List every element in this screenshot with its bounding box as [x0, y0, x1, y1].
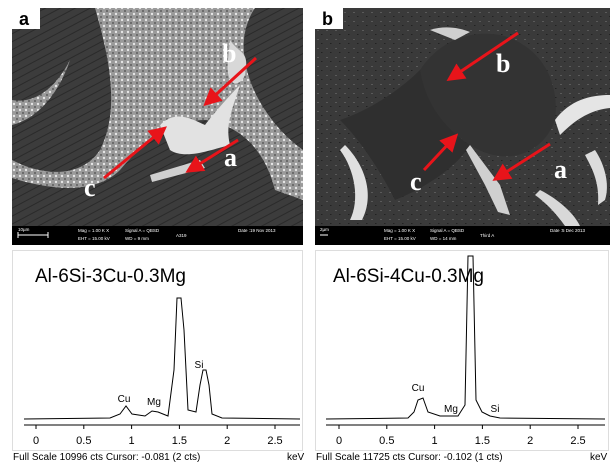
arrow: [446, 31, 519, 82]
spectrum-title: Al-6Si-3Cu-0.3Mg: [35, 266, 186, 287]
peak-label: Cu: [118, 394, 131, 405]
sem-image-a: [12, 8, 303, 245]
peak-label: Mg: [444, 404, 458, 415]
scale-text: 10µm: [18, 227, 30, 232]
arrow-label: a: [224, 143, 237, 172]
spectrum-b: Al-6Si-4Cu-0.3Mg Cu Mg Si Full Scale 117…: [315, 250, 609, 463]
info-text: Third A: [480, 233, 494, 238]
info-text: Signal A = QBSD: [125, 228, 160, 233]
arrow: [203, 56, 258, 107]
peak-label: Cu: [412, 383, 425, 394]
info-text: Date :19 Nov 2013: [238, 228, 276, 233]
x-tick-label: 0: [33, 435, 39, 447]
sem-image-b: [315, 8, 610, 245]
spectrum-footer: Full Scale 10996 cts Cursor: -0.081 (2 c…: [13, 452, 200, 463]
arrow-label: b: [496, 49, 510, 78]
info-text: Mag = 1.00 K X: [384, 228, 415, 233]
panel-label-box: [315, 8, 343, 29]
spectrum-a: Al-6Si-3Cu-0.3Mg Cu Mg Si Full Scale 109…: [12, 250, 305, 463]
info-text: EHT = 15.00 kV: [384, 236, 416, 241]
panel-label: b: [322, 9, 333, 29]
info-text: EHT = 15.00 kV: [78, 236, 110, 241]
x-tick-label: 1: [129, 435, 135, 447]
peak-label: Si: [195, 360, 204, 371]
peak-label: Mg: [147, 397, 161, 408]
x-tick-label: 0: [336, 435, 342, 447]
x-tick-label: 1.5: [475, 435, 490, 447]
scale-text: 2µm: [320, 227, 329, 232]
unit-label: keV: [287, 452, 305, 463]
info-text: WD = 9 mm: [125, 236, 149, 241]
x-tick-label: 1.5: [172, 435, 187, 447]
panel-label: a: [19, 9, 30, 29]
x-tick-label: 2.5: [267, 435, 282, 447]
arrow: [103, 126, 167, 180]
peak-label: Si: [491, 404, 500, 415]
arrow-label: c: [84, 173, 96, 202]
arrow-label: b: [222, 39, 236, 68]
tick-group: 0 0.5 1 1.5 2 2.5 0 0.5 1 1.5 2 2.5: [33, 425, 586, 447]
x-tick-label: 2.5: [570, 435, 585, 447]
x-tick-label: 0.5: [379, 435, 394, 447]
arrow-label: a: [554, 155, 567, 184]
x-tick-label: 1: [432, 435, 438, 447]
panel-label-box: [12, 8, 40, 29]
info-text: Date :5 Dec 2013: [550, 228, 586, 233]
info-text: Mag = 1.00 K X: [78, 228, 109, 233]
arrow: [492, 142, 551, 181]
x-tick-label: 2: [224, 435, 230, 447]
x-tick-label: 2: [527, 435, 533, 447]
info-text: Signal A = QBSD: [430, 228, 465, 233]
info-text: A319: [176, 233, 187, 238]
spectrum-footer: Full Scale 11725 cts Cursor: -0.102 (1 c…: [316, 452, 503, 463]
unit-label: keV: [590, 452, 608, 463]
spectrum-title: Al-6Si-4Cu-0.3Mg: [333, 266, 484, 287]
arrow: [185, 138, 239, 173]
x-tick-label: 0.5: [76, 435, 91, 447]
info-text: WD = 14 mm: [430, 236, 457, 241]
arrow-label: c: [410, 167, 422, 196]
arrow: [422, 133, 459, 172]
